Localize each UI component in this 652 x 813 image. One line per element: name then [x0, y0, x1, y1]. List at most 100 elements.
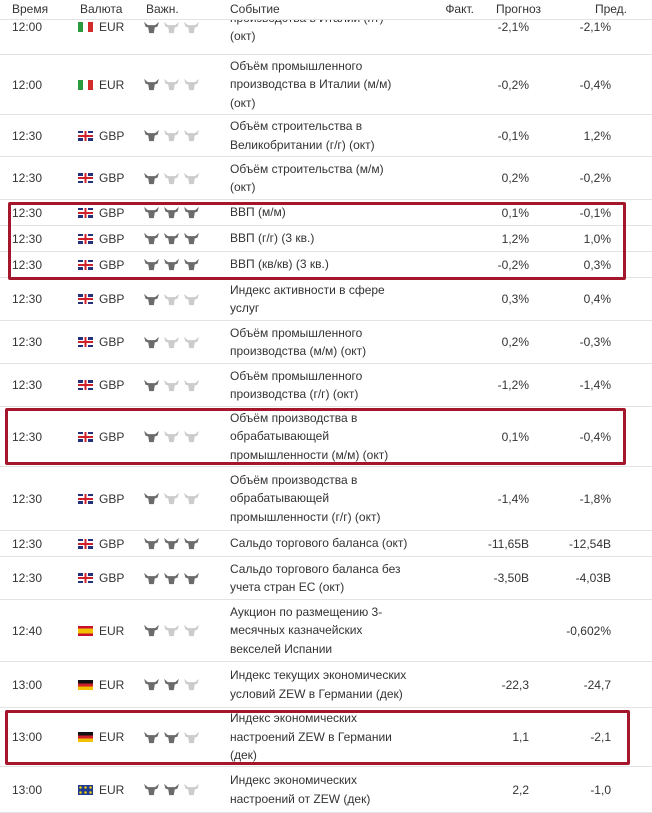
currency: GBP — [99, 536, 125, 551]
event-line: промышленности (г/г) (окт) — [230, 509, 381, 524]
flag — [78, 493, 93, 504]
event-line: ВВП (кв/кв) (3 кв.) — [230, 257, 329, 272]
flag-cell — [78, 600, 93, 661]
flag-cell — [78, 278, 93, 320]
bull-icon — [183, 78, 200, 91]
importance — [143, 531, 200, 556]
currency: EUR — [99, 20, 125, 34]
event: Сальдо торгового баланса (окт) — [230, 531, 445, 556]
bull-icon — [143, 624, 160, 637]
bull-icon — [163, 129, 180, 142]
time: 12:30 — [12, 292, 43, 306]
time: 12:30 — [12, 571, 43, 585]
event-row: 12:30 GBP Объём производства в обрабатывающ… — [0, 467, 652, 531]
currency: GBP — [99, 205, 125, 220]
forecast: 1,2% — [501, 231, 529, 246]
bull-icon — [163, 783, 180, 796]
event-line: настроений ZEW в Германии — [230, 729, 392, 744]
event-line: ВВП (м/м) — [230, 205, 286, 220]
importance — [143, 557, 200, 599]
bull-icon — [143, 678, 160, 691]
previous: -24,7 — [583, 677, 611, 692]
bull-icon — [143, 537, 160, 550]
previous: -0,1% — [579, 205, 611, 220]
flag — [78, 79, 93, 90]
flag-cell — [78, 467, 93, 530]
event-line: (окт) — [230, 180, 256, 194]
header-event: Событие — [230, 2, 280, 16]
bull-icon — [143, 336, 160, 349]
currency: GBP — [99, 571, 125, 585]
event-line: Индекс текущих экономических — [230, 668, 407, 682]
event-line: Объём строительства (м/м) — [230, 161, 384, 176]
flag — [78, 233, 93, 244]
previous: 1,0% — [583, 231, 611, 246]
event: ВВП (м/м) — [230, 200, 445, 225]
event-line: ВВП (г/г) (3 кв.) — [230, 231, 315, 246]
event-row: 12:30 GBP Объём строительства (м/м) (окт) 0,… — [0, 157, 652, 200]
flag — [78, 784, 93, 795]
event-row: 13:00 EUR Индекс текущих экономических усло… — [0, 662, 652, 708]
event-line: обрабатывающей — [230, 429, 330, 444]
flag — [78, 732, 93, 742]
table-header: Время Валюта Важн. Событие Факт. Прогноз… — [0, 0, 652, 20]
importance — [143, 278, 200, 320]
flag — [78, 538, 93, 549]
bull-icon — [143, 21, 160, 34]
event-row: 12:30 GBP ВВП (м/м) 0,1% -0,1% — [0, 200, 652, 226]
flag-cell — [78, 115, 93, 156]
currency: GBP — [99, 429, 125, 444]
bull-icon — [143, 572, 160, 585]
event-text: Сальдо торгового баланса без учета стран … — [230, 560, 401, 597]
previous: -2,1 — [590, 730, 611, 744]
bull-icon — [183, 678, 200, 691]
flag — [78, 679, 93, 690]
forecast: 2,2 — [512, 782, 529, 797]
header-importance: Важн. — [146, 2, 179, 16]
event-row: 12:30 GBP Сальдо торгового баланса без учет… — [0, 557, 652, 600]
event-line: Объём производства в — [230, 472, 358, 487]
event-row: 13:00 EUR Индекс экономических настроений о… — [0, 767, 652, 813]
time: 12:30 — [12, 429, 43, 444]
flag — [78, 380, 93, 390]
bull-icon — [183, 624, 200, 637]
bull-icon — [163, 379, 180, 392]
event-line: (окт) — [230, 95, 256, 110]
flag — [78, 22, 93, 32]
importance — [143, 467, 200, 530]
bull-icon — [163, 537, 180, 550]
bull-icon — [163, 572, 180, 585]
bull-icon — [183, 172, 200, 185]
event-row: 12:30 GBP Объём производства в обрабатывающ… — [0, 407, 652, 467]
forecast: 0,2% — [501, 171, 529, 185]
event: Объём промышленного производства (г/г) (о… — [230, 364, 445, 406]
flag — [78, 431, 93, 442]
flag-cell — [78, 662, 93, 707]
currency: EUR — [99, 77, 125, 92]
time: 12:30 — [12, 536, 43, 551]
event-line: Индекс активности в сфере — [230, 282, 385, 297]
time: 12:00 — [12, 20, 43, 34]
event-text: Объём производства в обрабатывающей промыш… — [230, 471, 380, 527]
time: 12:30 — [12, 335, 43, 349]
previous: -4,03B — [575, 571, 611, 585]
bull-icon — [143, 78, 160, 91]
highlight — [5, 408, 626, 465]
importance — [143, 767, 200, 812]
flag — [78, 625, 93, 636]
previous: -0,3% — [579, 335, 611, 349]
bull-icon — [143, 492, 160, 505]
flag — [78, 573, 93, 583]
flag-cell — [78, 200, 93, 225]
forecast: 0,1% — [501, 429, 529, 444]
event-row: 12:30 GBP Индекс активности в сфере услуг 0,… — [0, 278, 652, 321]
importance — [143, 600, 200, 661]
bull-icon — [163, 21, 180, 34]
event-line: Сальдо торгового баланса (окт) — [230, 536, 408, 551]
currency: GBP — [99, 378, 125, 392]
flag-cell — [78, 708, 93, 766]
bull-icon — [163, 492, 180, 505]
importance — [143, 115, 200, 156]
event-line: (окт) — [230, 29, 256, 43]
event: Объём производства в обрабатывающей промыш… — [230, 467, 445, 530]
